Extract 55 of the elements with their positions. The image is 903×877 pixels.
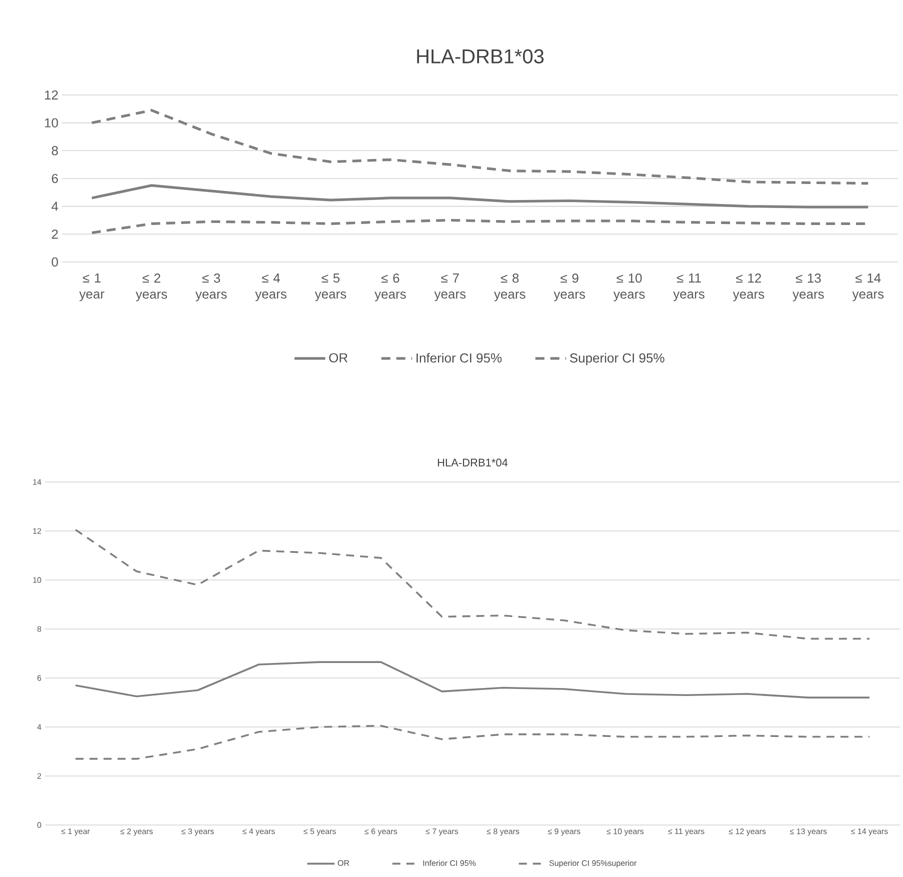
x-tick-label: ≤ 2 years — [136, 274, 168, 302]
legend-label: OR — [338, 860, 350, 866]
y-tick-label: 4 — [52, 202, 58, 211]
legend-label: Superior CI 95% — [570, 353, 664, 366]
y-tick-label: 8 — [52, 146, 58, 156]
x-tick-label: ≤ 10 years — [613, 274, 645, 302]
x-tick-label: ≤ 5 years — [314, 274, 346, 302]
x-tick-label: ≤ 8 years — [486, 828, 520, 836]
y-tick-label: 2 — [52, 230, 58, 239]
x-tick-label: ≤ 3 years — [182, 828, 214, 836]
y-tick-label: 12 — [33, 528, 42, 534]
x-tick-label: ≤ 6 years — [364, 828, 398, 836]
legend-label: OR — [329, 353, 348, 362]
y-tick-label: 0 — [52, 257, 58, 267]
x-tick-label: ≤ 13 years — [790, 828, 827, 836]
x-tick-label: ≤ 7 years — [426, 828, 458, 836]
x-tick-label: ≤ 9 years — [554, 274, 586, 302]
line-series — [90, 108, 870, 185]
y-tick-label: 12 — [45, 90, 58, 100]
chart-title: HLA-DRB1*03 — [417, 49, 544, 64]
x-tick-label: ≤ 3 years — [195, 274, 227, 302]
y-tick-label: 0 — [37, 822, 42, 828]
x-tick-label: ≤ 9 years — [548, 828, 580, 836]
x-tick-label: ≤ 7 years — [434, 274, 466, 302]
x-tick-label: ≤ 13 years — [792, 274, 824, 302]
x-tick-label: ≤ 12 years — [732, 274, 764, 302]
line-series — [74, 661, 870, 698]
legend-label: Superior CI 95%superior — [549, 860, 636, 868]
legend-label: Inferior CI 95% — [416, 353, 502, 363]
y-tick-label: 2 — [37, 773, 42, 779]
x-tick-label: ≤ 5 years — [304, 828, 336, 836]
y-tick-label: 6 — [37, 675, 42, 681]
legend-label: Inferior CI 95% — [423, 860, 476, 866]
x-tick-label: ≤ 2 years — [120, 828, 153, 836]
x-tick-label: ≤ 6 years — [374, 274, 406, 302]
line-series — [74, 528, 870, 640]
x-tick-label: ≤ 1 year — [61, 828, 90, 836]
line-series — [74, 724, 870, 760]
y-tick-label: 10 — [33, 577, 42, 583]
x-tick-label: ≤ 11 years — [673, 274, 704, 302]
x-tick-label: ≤ 14 years — [852, 274, 884, 302]
x-tick-label: ≤ 12 years — [728, 828, 766, 836]
x-tick-label: ≤ 8 years — [494, 274, 526, 302]
x-tick-label: ≤ 11 years — [668, 828, 704, 836]
y-tick-label: 14 — [33, 479, 42, 485]
x-tick-label: ≤ 4 years — [255, 274, 286, 302]
x-tick-label: ≤ 1 year — [79, 274, 104, 302]
y-tick-label: 8 — [37, 626, 42, 632]
chart-title: HLA-DRB1*04 — [438, 458, 508, 466]
y-tick-label: 6 — [52, 174, 58, 184]
x-tick-label: ≤ 10 years — [606, 828, 644, 836]
x-tick-label: ≤ 14 years — [851, 828, 888, 836]
y-tick-label: 4 — [37, 724, 42, 730]
y-tick-label: 10 — [45, 118, 58, 128]
x-tick-label: ≤ 4 years — [242, 828, 275, 836]
